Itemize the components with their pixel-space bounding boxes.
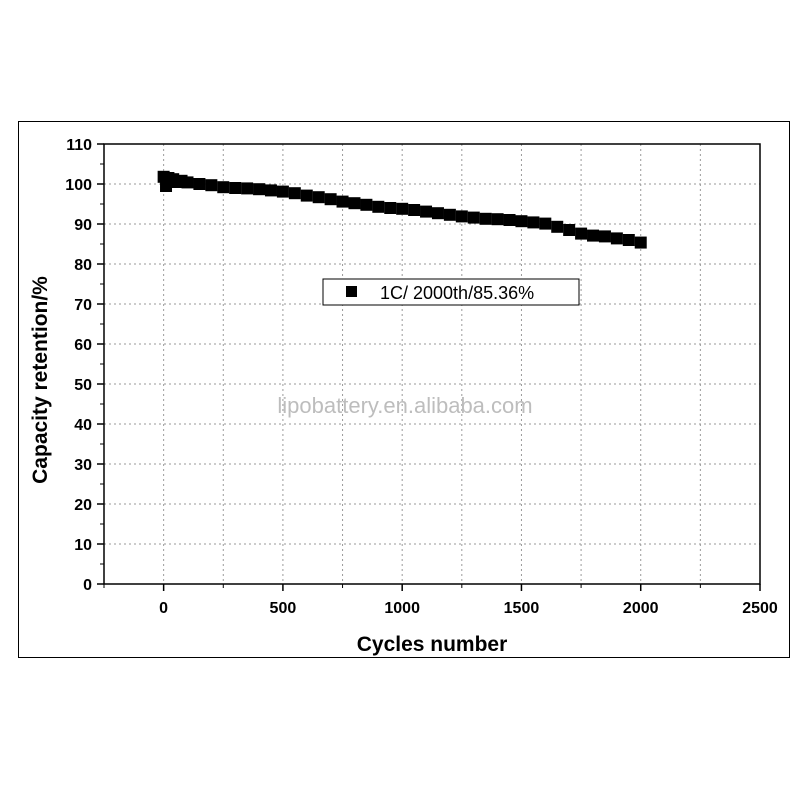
y-tick-label: 100 — [65, 177, 92, 194]
data-point — [217, 181, 230, 194]
y-axis-title: Capacity retention/% — [29, 276, 52, 484]
data-point — [288, 187, 301, 200]
data-point — [563, 224, 576, 236]
y-tick-label: 50 — [74, 377, 92, 394]
data-point — [253, 183, 266, 196]
x-tick-label: 0 — [159, 600, 168, 617]
data-point — [622, 234, 635, 246]
data-point — [539, 217, 552, 230]
data-point — [276, 185, 289, 198]
data-point — [408, 204, 421, 216]
chart-frame — [18, 121, 790, 658]
data-point — [396, 202, 409, 215]
data-point — [479, 212, 492, 225]
data-point — [264, 184, 277, 197]
y-tick-label: 10 — [74, 537, 92, 554]
data-point — [360, 198, 373, 211]
data-point — [384, 202, 397, 214]
x-axis-title: Cycles number — [357, 633, 508, 656]
data-point — [324, 193, 337, 206]
y-tick-label: 80 — [74, 257, 92, 274]
data-point — [205, 179, 218, 192]
data-point — [300, 189, 313, 202]
y-tick-label: 90 — [74, 217, 92, 234]
data-point — [181, 176, 194, 189]
legend: 1C/ 2000th/85.36% — [322, 278, 580, 306]
y-tick-label: 20 — [74, 497, 92, 514]
y-tick-label: 60 — [74, 337, 92, 354]
data-point — [610, 232, 623, 245]
watermark: lipobattery.en.alibaba.com — [277, 393, 532, 418]
data-point — [193, 178, 206, 190]
y-tick-label: 40 — [74, 417, 92, 434]
x-tick-label: 1500 — [504, 600, 540, 617]
y-tick-label: 110 — [66, 137, 92, 154]
x-tick-label: 500 — [270, 600, 297, 617]
legend-box — [322, 278, 580, 306]
data-point — [491, 213, 504, 226]
legend-square-marker-icon — [346, 286, 357, 297]
data-point — [241, 182, 254, 195]
data-point — [598, 230, 611, 243]
data-point — [443, 208, 456, 221]
y-tick-label: 0 — [83, 577, 92, 594]
x-tick-label: 2000 — [623, 600, 659, 617]
data-point — [551, 220, 564, 233]
data-point — [527, 216, 540, 229]
data-point — [575, 227, 588, 240]
data-point — [503, 214, 516, 226]
data-point — [431, 207, 444, 220]
y-tick-label: 30 — [74, 457, 92, 474]
tick-layer: 0 10 20 30 40 50 60 70 80 90 100 110 0 500 1000 1500 200… — [65, 137, 778, 617]
data-point — [348, 197, 361, 210]
grid-layer — [104, 144, 760, 584]
data-point — [336, 195, 349, 208]
x-tick-label: 1000 — [384, 600, 420, 617]
data-point — [229, 182, 242, 194]
x-tick-label: 2500 — [742, 600, 778, 617]
data-point — [312, 191, 325, 204]
data-point — [420, 205, 433, 218]
data-point — [455, 210, 468, 223]
data-point — [634, 236, 647, 249]
y-tick-label: 70 — [74, 297, 92, 314]
data-point — [515, 215, 528, 228]
legend-label: 1C/ 2000th/85.36% — [380, 283, 534, 303]
data-point — [587, 229, 600, 242]
data-point — [372, 200, 385, 213]
data-point — [467, 211, 480, 224]
data-markers — [157, 170, 647, 249]
